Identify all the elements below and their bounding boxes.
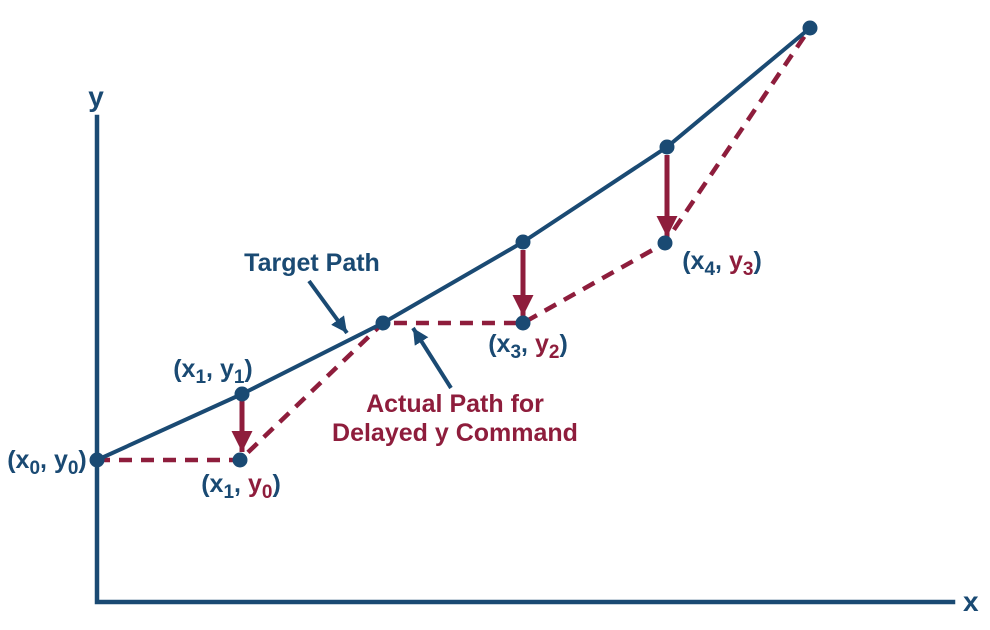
path-dot	[515, 315, 531, 331]
path-dot	[802, 20, 818, 36]
point-label-x1y1: (x1, y1)	[173, 355, 253, 388]
path-dot	[375, 315, 391, 331]
actual-path-label-line1: Actual Path for	[366, 390, 544, 418]
point-label-x4y3: (x4, y3)	[682, 247, 762, 280]
point-label-x0y0: (x0, y0)	[7, 446, 87, 479]
callout-arrows-group	[307, 279, 453, 390]
axis-lines	[94, 114, 956, 605]
point-label-x1y0: (x1, y0)	[201, 470, 281, 503]
point-labels-group: (x0, y0) (x1, y1) (x1, y0) (x3, y2) (x4, y3)	[7, 247, 762, 503]
path-dot	[234, 386, 250, 402]
path-dot	[89, 452, 105, 468]
path-dot	[515, 234, 531, 250]
dots-group	[89, 20, 818, 468]
actual-path-label-line2: Delayed y Command	[332, 419, 578, 447]
target-path-pointer-arrow	[307, 279, 349, 335]
paths-group	[95, 26, 812, 463]
path-dot	[232, 452, 248, 468]
path-dot	[659, 139, 675, 155]
path-dot	[657, 235, 673, 251]
drop-arrows-group	[231, 155, 678, 452]
actual-path-line	[97, 26, 812, 463]
target-path-label: Target Path	[244, 249, 380, 277]
y-axis-label: y	[88, 81, 104, 112]
target-path-line	[95, 26, 812, 462]
x-axis-label: x	[963, 586, 979, 617]
actual-path-pointer-arrow	[411, 326, 453, 390]
point-label-x3y2: (x3, y2)	[488, 330, 568, 363]
